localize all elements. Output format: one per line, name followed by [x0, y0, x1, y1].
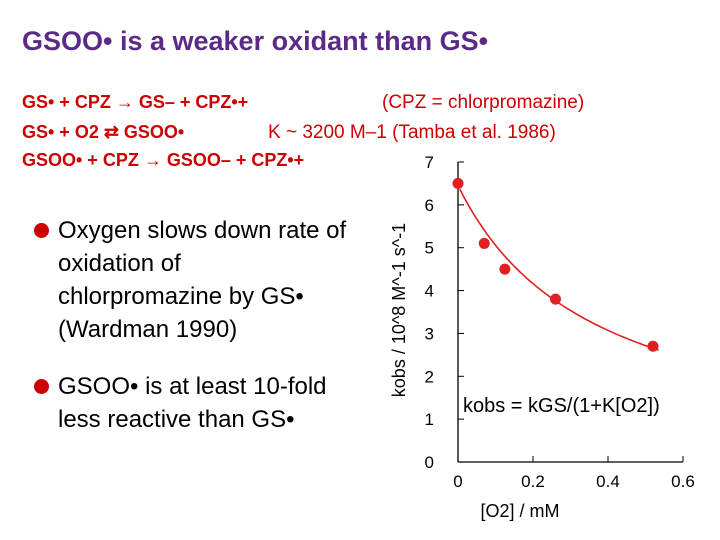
y-tick-label: 7: [425, 153, 434, 172]
x-tick-label: 0.2: [521, 472, 545, 491]
y-tick-label: 3: [425, 324, 434, 343]
bullet-dot-icon: [34, 223, 49, 238]
data-points: [452, 177, 659, 352]
cpz-note: (CPZ = chlorpromazine): [382, 92, 585, 113]
reaction-3: GSOO• + CPZ → GSOO– + CPZ•+: [22, 150, 305, 170]
fit-curve: [459, 188, 659, 351]
fit-formula: kobs = kGS/(1+K[O2]): [463, 395, 660, 417]
x-tick-label: 0: [453, 472, 462, 491]
chart-axes: [457, 162, 683, 463]
x-tick-label: 0.6: [671, 472, 695, 491]
y-tick-label: 2: [425, 367, 434, 386]
y-tick-label: 6: [425, 196, 434, 215]
data-point: [452, 177, 464, 189]
reaction-1: GS• + CPZ → GS– + CPZ•+: [22, 92, 249, 112]
y-tick-label: 0: [425, 453, 434, 472]
x-axis-label: [O2] / mM: [480, 501, 559, 521]
chart-ticks: 0 0.2 0.4 0.6 0 1 2 3 4 5 6 7: [425, 153, 695, 491]
data-point: [478, 237, 490, 249]
bullet-item: GSOO• is at least 10-fold less reactive …: [34, 370, 348, 436]
data-point: [550, 293, 561, 305]
y-tick-label: 4: [425, 282, 434, 301]
reaction-2: GS• + O2 ⇄ GSOO•: [22, 122, 185, 142]
page-title: GSOO• is a weaker oxidant than GS•: [22, 26, 489, 56]
bullet-dot-icon: [34, 379, 49, 394]
equilibrium-note: K ~ 3200 M–1 (Tamba et al. 1986): [268, 122, 556, 143]
y-axis-label: kobs / 10^8 M^-1 s^-1: [389, 223, 409, 397]
y-tick-label: 5: [425, 239, 434, 258]
bullet-item: Oxygen slows down rate of oxidation of c…: [34, 214, 348, 346]
data-point: [499, 263, 511, 275]
data-point: [647, 340, 659, 352]
x-tick-label: 0.4: [596, 472, 620, 491]
y-tick-label: 1: [425, 410, 434, 429]
